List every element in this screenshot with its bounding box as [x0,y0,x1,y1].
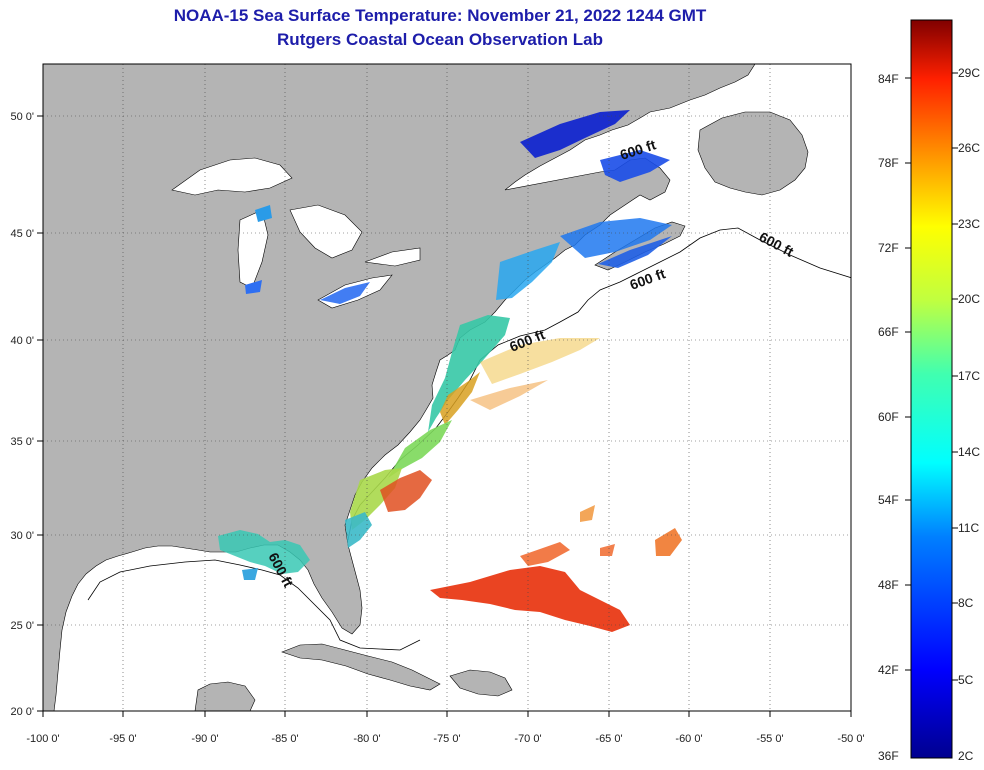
colorbar-f-label: 54F [878,493,899,507]
lon-tick-label: -95 0' [109,733,136,745]
lat-tick-label: 20 0' [10,706,34,718]
graticule [43,64,851,711]
colorbar-f-label: 48F [878,578,899,592]
lat-tick-label: 30 0' [10,530,34,542]
map-title: NOAA-15 Sea Surface Temperature: Novembe… [173,6,707,25]
lon-tick-label: -90 0' [191,733,218,745]
colorbar-c-label: 20C [958,292,981,306]
lon-tick-label: -55 0' [756,733,783,745]
lat-tick-label: 40 0' [10,335,34,347]
lon-tick-label: -80 0' [353,733,380,745]
lon-tick-label: -50 0' [837,733,864,745]
lat-tick-label: 45 0' [10,228,34,240]
lon-tick-label: -100 0' [26,733,59,745]
sst-warm-swath [380,338,682,632]
lon-tick-label: -75 0' [433,733,460,745]
colorbar-c-label: 17C [958,369,981,383]
colorbar-c-label: 26C [958,141,981,155]
colorbar-c-label: 29C [958,66,981,80]
land-cuba [281,643,441,691]
lat-tick-label: 25 0' [10,620,34,632]
colorbar-c-label: 2C [958,749,974,763]
lon-tick-label: -65 0' [595,733,622,745]
colorbar-c-label: 5C [958,673,974,687]
depth-contour-600ft-gulf [87,559,421,651]
colorbar-f-label: 66F [878,325,899,339]
map-subtitle: Rutgers Coastal Ocean Observation Lab [277,30,603,49]
colorbar-f-label: 42F [878,663,899,677]
colorbar-f-label: 60F [878,410,899,424]
land-yucatan [194,681,256,711]
colorbar-c-label: 8C [958,596,974,610]
lon-tick-label: -60 0' [675,733,702,745]
lat-tick-label: 50 0' [10,111,34,123]
colorbar-f-label: 36F [878,749,899,763]
sst-cold-swath [245,110,672,304]
colorbar-c-label: 11C [958,521,980,535]
sst-mid-swath [218,315,510,580]
colorbar-c-label: 23C [958,217,981,231]
lat-tick-label: 35 0' [10,436,34,448]
colorbar-f-label: 84F [878,72,899,86]
great-lakes [171,157,421,309]
lon-tick-label: -70 0' [514,733,541,745]
land-hispaniola [449,669,513,697]
colorbar-f-label: 72F [878,241,899,255]
colorbar-f-label: 78F [878,156,899,170]
land-newfoundland [697,111,809,196]
colorbar [910,19,953,759]
lon-tick-label: -85 0' [271,733,298,745]
colorbar-c-label: 14C [958,445,981,459]
